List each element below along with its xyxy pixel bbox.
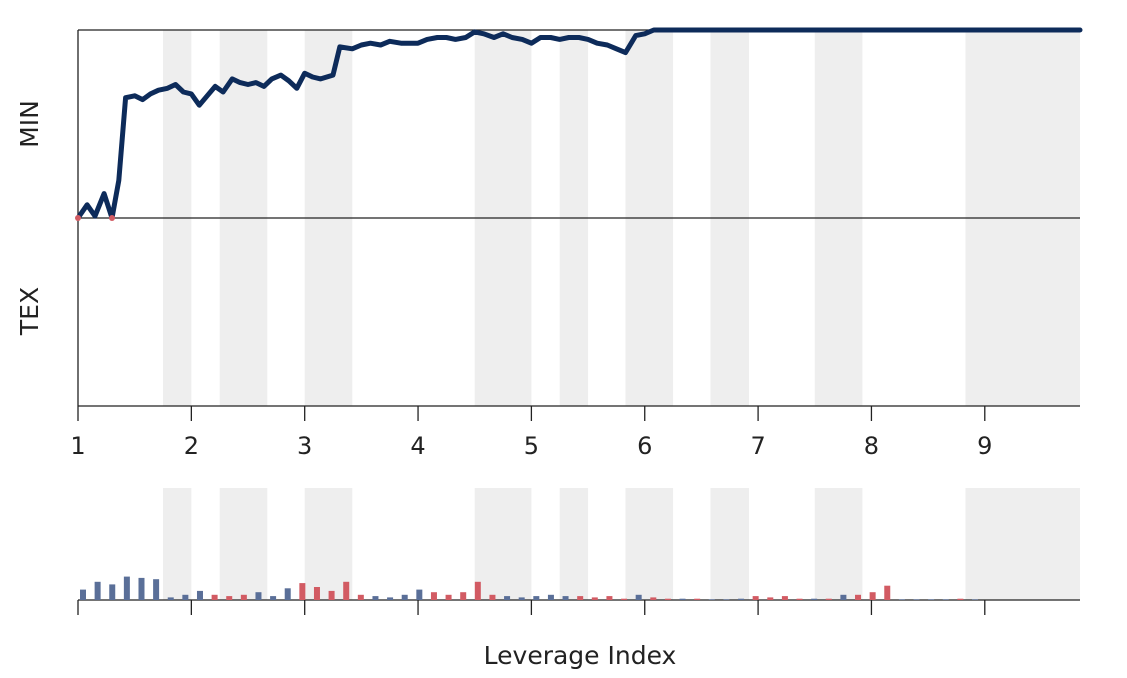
histogram-bar-54 (855, 594, 862, 600)
histogram-bar-49 (781, 596, 788, 600)
histogram-bar-1 (80, 589, 86, 600)
histogram-band-2 (219, 488, 268, 600)
histogram-bar-20 (357, 594, 364, 600)
histogram-band-8 (814, 488, 863, 600)
histogram-bar-36 (591, 597, 598, 600)
histogram-bar-48 (767, 597, 774, 600)
histogram-bar-2 (94, 581, 101, 600)
y-label-top: MIN (15, 100, 44, 148)
histogram-bar-16 (299, 583, 306, 600)
histogram-bar-9 (196, 590, 203, 600)
histogram-bar-22 (387, 597, 394, 600)
histogram-bar-41 (664, 598, 671, 600)
y-label-bottom: TEX (15, 287, 44, 336)
histogram-bar-39 (635, 594, 642, 600)
series-points (75, 215, 116, 221)
histogram-bar-38 (621, 598, 628, 600)
histogram-band-1 (163, 488, 192, 600)
histogram-band-7 (710, 488, 750, 600)
x-tick-label-9: 9 (977, 432, 992, 460)
histogram-bar-21 (372, 596, 379, 600)
histogram-bar-53 (840, 594, 847, 600)
histogram-band-5 (559, 488, 589, 600)
shaded-bands-bottom (163, 488, 1080, 600)
x-tick-label-6: 6 (637, 432, 652, 460)
histogram-bar-42 (679, 598, 686, 600)
histogram-bar-25 (430, 592, 437, 600)
histogram-bar-24 (416, 589, 423, 600)
histogram-bar-37 (606, 596, 613, 600)
x-tick-label-5: 5 (524, 432, 539, 460)
histogram-bar-8 (182, 594, 189, 600)
histogram-bar-10 (211, 594, 218, 600)
histogram-bar-17 (313, 587, 320, 600)
histogram-bar-46 (738, 598, 745, 600)
histogram-bar-33 (547, 594, 554, 600)
x-tick-label-2: 2 (184, 432, 199, 460)
histogram-bar-56 (884, 585, 891, 600)
histogram-bar-31 (518, 597, 525, 600)
histogram-axis-ticks (77, 600, 986, 615)
histogram-bar-51 (811, 598, 818, 600)
histogram-bar-57 (898, 599, 905, 600)
histogram-bar-23 (401, 594, 408, 600)
histogram-bar-61 (957, 598, 964, 600)
series-line (75, 27, 1083, 221)
x-tick-label-3: 3 (297, 432, 312, 460)
histogram-bar-58 (913, 599, 920, 600)
histogram-bar-12 (240, 594, 247, 600)
histogram-band-9 (965, 488, 1080, 600)
histogram-bar-40 (650, 597, 657, 600)
histogram-bar-29 (489, 594, 496, 600)
histogram-bar-6 (153, 579, 160, 600)
histogram-bar-32 (533, 596, 540, 600)
histogram-bar-52 (825, 598, 832, 600)
histogram-bar-43 (694, 598, 701, 600)
series-point-5 (109, 215, 116, 221)
histogram-bar-4 (123, 576, 130, 600)
histogram-bar-59 (928, 599, 935, 600)
histogram-bar-28 (474, 581, 481, 600)
x-tick-label-1: 1 (70, 432, 85, 460)
histogram-bar-27 (460, 592, 467, 600)
histogram-bar-34 (562, 596, 569, 600)
histogram-bar-35 (577, 596, 584, 600)
histogram-bar-50 (796, 598, 803, 600)
histogram-bar-15 (284, 588, 291, 600)
histogram-bar-45 (723, 599, 730, 600)
series-point-1 (75, 215, 81, 221)
histogram-bar-26 (445, 594, 452, 600)
histogram-bar-14 (270, 596, 277, 600)
x-tick-label-7: 7 (750, 432, 765, 460)
histogram-bar-44 (708, 599, 715, 600)
x-tick-label-4: 4 (410, 432, 425, 460)
histogram-bar-7 (167, 597, 174, 600)
histogram-bar-13 (255, 592, 262, 600)
histogram-bar-60 (942, 599, 949, 600)
histogram-bar-5 (138, 577, 145, 600)
x-tick-label-8: 8 (864, 432, 879, 460)
x-axis-ticks: 1 2 3 4 5 6 7 8 9 (70, 406, 992, 460)
histogram-bar-3 (109, 584, 116, 600)
histogram-bar-55 (869, 592, 876, 600)
histogram-bar-19 (343, 581, 350, 600)
histogram-bar-30 (504, 596, 511, 600)
histogram-band-4 (474, 488, 532, 600)
histogram-band-3 (304, 488, 353, 600)
x-axis-label: Leverage Index (484, 641, 677, 670)
histogram-bar-18 (328, 590, 335, 600)
histogram-bars (80, 576, 978, 600)
histogram-bar-62 (972, 599, 978, 600)
histogram-band-6 (625, 488, 674, 600)
histogram-bar-47 (752, 596, 759, 600)
histogram-bar-11 (226, 596, 233, 600)
